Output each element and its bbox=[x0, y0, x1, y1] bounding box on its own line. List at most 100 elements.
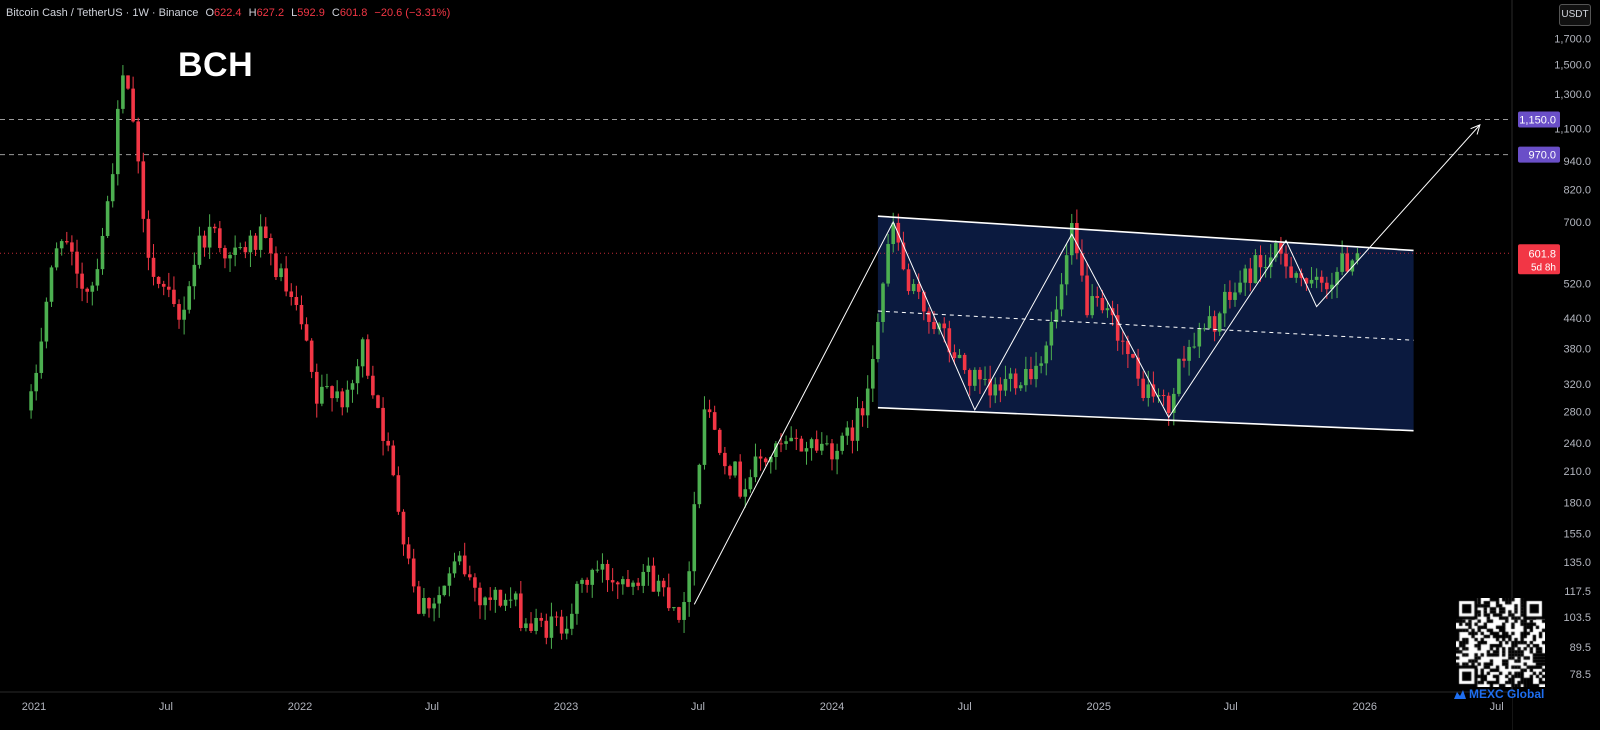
candle-body bbox=[299, 304, 304, 325]
level-tag-0 bbox=[1518, 111, 1560, 128]
candle-body bbox=[488, 597, 493, 600]
candle-body bbox=[1029, 368, 1033, 380]
candle-body bbox=[1085, 275, 1089, 316]
symbol-label: Bitcoin Cash / TetherUS · 1W · Binance bbox=[6, 7, 199, 19]
channel-upper-line bbox=[877, 215, 1414, 252]
candle-body bbox=[284, 268, 288, 292]
candle-body bbox=[871, 359, 875, 389]
candle-body bbox=[886, 244, 890, 284]
candle-body bbox=[753, 456, 758, 478]
open-value: 622.4 bbox=[214, 7, 242, 19]
candle-body bbox=[524, 623, 528, 628]
currency-button[interactable]: USDT bbox=[1559, 4, 1591, 26]
candle-body bbox=[677, 607, 681, 620]
candle-body bbox=[570, 613, 574, 629]
candle-body bbox=[1013, 373, 1018, 389]
candle-body bbox=[789, 437, 793, 442]
y-tick-label: 103.5 bbox=[1563, 612, 1591, 624]
change-value: −20.6 (−3.31%) bbox=[374, 7, 451, 19]
candle-body bbox=[192, 264, 197, 287]
low-key: L bbox=[291, 7, 298, 19]
candle-body bbox=[916, 283, 921, 292]
candle-body bbox=[1309, 279, 1314, 284]
candle-body bbox=[1069, 223, 1074, 256]
candle-body bbox=[784, 441, 788, 444]
candle-body bbox=[1177, 358, 1181, 394]
candle-body bbox=[1202, 328, 1207, 330]
candle-body bbox=[723, 452, 727, 467]
candle-body bbox=[712, 412, 717, 430]
candle-body bbox=[212, 226, 217, 229]
candle-body bbox=[1238, 282, 1242, 293]
candle-body bbox=[809, 439, 814, 449]
candle-body bbox=[1212, 316, 1217, 332]
candle-body bbox=[1049, 321, 1054, 346]
candle-body bbox=[269, 238, 273, 254]
candle-body bbox=[320, 386, 324, 404]
candle-body bbox=[1223, 291, 1227, 314]
channel-lower-line bbox=[877, 406, 1414, 432]
candle-body bbox=[656, 580, 661, 592]
candle-body bbox=[202, 235, 207, 248]
candle-body bbox=[1289, 266, 1293, 278]
candle-body bbox=[1136, 357, 1140, 379]
candle-body bbox=[95, 269, 100, 286]
candle-body bbox=[1350, 260, 1355, 272]
candle-body bbox=[228, 254, 232, 259]
candle-body bbox=[427, 597, 431, 609]
candle-body bbox=[585, 579, 589, 585]
x-tick-label: Jul bbox=[159, 701, 173, 713]
candle-body bbox=[641, 571, 646, 586]
candle-body bbox=[121, 75, 125, 109]
candle-body bbox=[850, 427, 855, 441]
candle-body bbox=[314, 371, 319, 404]
candle-body bbox=[54, 248, 59, 268]
candle-body bbox=[1075, 223, 1079, 254]
open-key: O bbox=[205, 7, 215, 19]
x-tick-label: 2025 bbox=[1086, 701, 1110, 713]
candle-body bbox=[651, 565, 656, 592]
candle-body bbox=[967, 370, 972, 386]
candle-body bbox=[156, 276, 161, 284]
candle-body bbox=[947, 328, 952, 353]
candle-body bbox=[508, 599, 513, 601]
candle-body bbox=[177, 304, 181, 320]
mexc-logo-icon bbox=[1454, 690, 1466, 699]
y-tick-label: 240.0 bbox=[1563, 438, 1591, 450]
trend-path bbox=[693, 124, 1481, 605]
channel-fill bbox=[877, 216, 1414, 431]
candle-body bbox=[1284, 253, 1288, 267]
candle-body bbox=[39, 341, 44, 373]
candle-body bbox=[717, 429, 722, 453]
candle-body bbox=[600, 563, 605, 570]
candle-body bbox=[1100, 297, 1105, 311]
candle-body bbox=[294, 296, 299, 305]
candle-body bbox=[1003, 378, 1008, 391]
candle-body bbox=[529, 623, 533, 631]
candle-body bbox=[473, 577, 477, 588]
candle-body bbox=[243, 247, 248, 253]
y-tick-label: 78.5 bbox=[1570, 669, 1591, 681]
candle-body bbox=[927, 311, 931, 322]
candle-body bbox=[743, 489, 748, 497]
candle-body bbox=[468, 574, 472, 578]
high-value: 627.2 bbox=[256, 7, 285, 19]
candle-body bbox=[1161, 395, 1166, 397]
candle-body bbox=[1115, 315, 1120, 341]
candle-body bbox=[1319, 276, 1324, 283]
channel-mid-line bbox=[877, 310, 1414, 341]
candle-body bbox=[988, 378, 992, 396]
candle-body bbox=[1018, 385, 1023, 389]
y-tick-label: 89.5 bbox=[1570, 642, 1591, 654]
y-tick-label: 1,500.0 bbox=[1554, 60, 1591, 72]
candle-body bbox=[983, 378, 987, 380]
level-tag-label: 970.0 bbox=[1528, 150, 1556, 162]
candle-body bbox=[1253, 255, 1258, 284]
candle-body bbox=[279, 268, 283, 278]
candle-body bbox=[167, 286, 171, 290]
candle-body bbox=[1248, 268, 1253, 284]
candle-body bbox=[381, 407, 385, 441]
candle-body bbox=[59, 241, 64, 249]
